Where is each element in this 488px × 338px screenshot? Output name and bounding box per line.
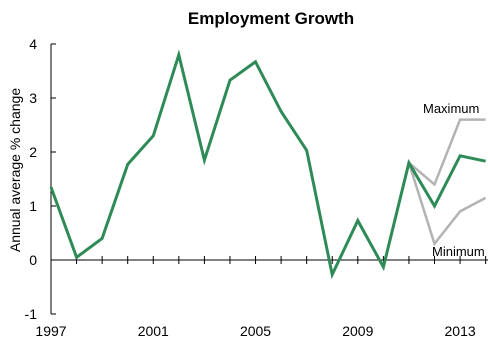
y-tick-label: 1 — [29, 198, 37, 214]
y-tick-label: -1 — [25, 306, 38, 322]
annotation-maximum: Maximum — [423, 101, 479, 116]
x-tick-label: 2001 — [138, 323, 169, 338]
series-line-maximum — [408, 118, 486, 187]
x-tick-label: 2009 — [342, 323, 373, 338]
y-tick-label: 2 — [29, 144, 37, 160]
series-line-minimum — [407, 162, 487, 247]
series-line-employment — [49, 49, 486, 280]
y-tick-label: 3 — [29, 90, 37, 106]
chart-title: Employment Growth — [187, 9, 355, 28]
y-tick-label: 4 — [29, 36, 37, 52]
x-tick-label: 2013 — [445, 323, 476, 338]
y-tick-label: 0 — [29, 252, 37, 268]
annotation-minimum: Minimum — [432, 244, 485, 259]
x-tick-label: 2005 — [240, 323, 271, 338]
x-tick-label: 1997 — [35, 323, 66, 338]
